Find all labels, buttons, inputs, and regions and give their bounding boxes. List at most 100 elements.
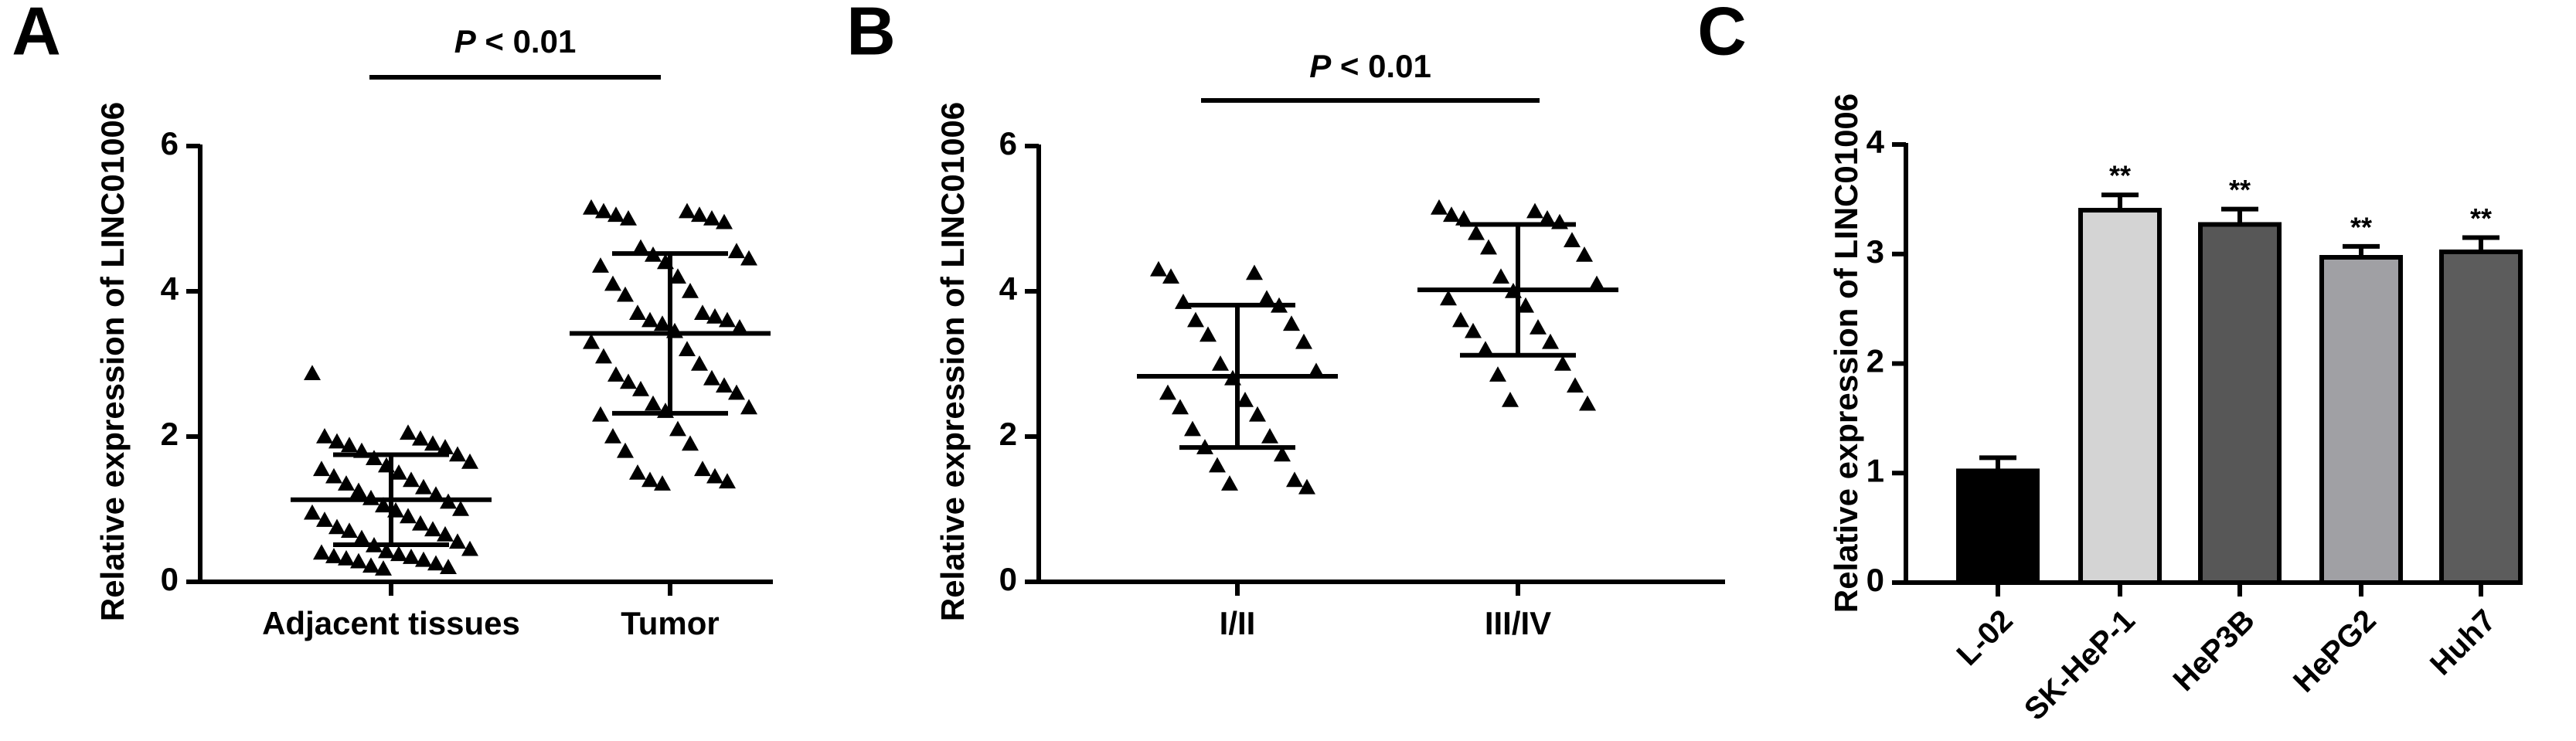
- data-point: [595, 202, 612, 219]
- data-point: [1542, 333, 1559, 349]
- data-point: [1237, 392, 1254, 407]
- bar: [2439, 249, 2523, 585]
- data-point: [691, 355, 708, 371]
- y-tick-label: 2: [999, 416, 1017, 452]
- data-point: [632, 239, 649, 255]
- data-point: [1455, 210, 1472, 226]
- data-point: [1258, 290, 1275, 306]
- data-point: [313, 544, 330, 560]
- y-tick-label: 0: [161, 561, 179, 597]
- data-point: [452, 501, 469, 516]
- data-point: [1295, 333, 1312, 349]
- data-point: [1492, 268, 1509, 284]
- data-point: [328, 518, 345, 535]
- data-point: [617, 442, 634, 458]
- annotation-text: < 0.01: [1331, 48, 1431, 84]
- data-point: [604, 428, 621, 444]
- y-tick-label: 1: [1866, 452, 1884, 488]
- x-tick-label: HePG2: [2287, 603, 2383, 699]
- data-point: [415, 478, 432, 495]
- data-point: [607, 206, 624, 223]
- data-point: [1551, 213, 1568, 229]
- data-point: [427, 555, 444, 571]
- data-point: [679, 202, 696, 219]
- data-point: [1159, 384, 1176, 400]
- data-point: [375, 560, 392, 576]
- y-tick-label: 6: [999, 125, 1017, 161]
- data-point: [629, 464, 646, 480]
- y-tick-label: 0: [999, 561, 1017, 597]
- data-point: [1567, 377, 1584, 393]
- data-point: [679, 341, 696, 356]
- data-point: [1162, 268, 1179, 284]
- data-point: [1261, 428, 1278, 444]
- data-point: [641, 471, 658, 488]
- bar: [2198, 222, 2282, 585]
- data-point: [1579, 395, 1596, 411]
- bar: [1956, 468, 2040, 585]
- data-point: [415, 551, 432, 567]
- data-point: [1200, 326, 1217, 342]
- data-point: [607, 366, 624, 382]
- data-point: [682, 283, 699, 298]
- y-tick-label: 4: [161, 270, 179, 307]
- data-point: [316, 512, 333, 527]
- data-point: [350, 552, 367, 569]
- data-point: [728, 243, 745, 259]
- annotation: P < 0.01: [1309, 48, 1431, 84]
- x-tick-label: HeP3B: [2167, 603, 2261, 698]
- annotation-italic: P: [1309, 48, 1332, 84]
- data-point: [1150, 260, 1167, 277]
- y-tick-label: 3: [1866, 233, 1884, 270]
- data-point: [316, 428, 333, 444]
- data-point: [366, 450, 383, 465]
- data-point: [1480, 239, 1497, 255]
- significance-label: **: [2470, 202, 2492, 234]
- data-point: [424, 521, 441, 537]
- y-tick-label: 4: [1866, 124, 1885, 160]
- panel-label: B: [846, 0, 896, 69]
- data-point: [1530, 319, 1547, 335]
- data-point: [592, 406, 609, 422]
- data-point: [325, 548, 342, 563]
- data-point: [350, 482, 367, 498]
- data-point: [694, 461, 711, 477]
- panel-label: A: [12, 0, 61, 69]
- data-point: [437, 439, 454, 454]
- data-point: [1440, 290, 1457, 306]
- data-point: [716, 377, 733, 393]
- panel-label: C: [1697, 0, 1747, 69]
- data-point: [338, 549, 355, 566]
- data-point: [595, 348, 612, 364]
- bar: [2319, 255, 2403, 585]
- data-point: [740, 399, 757, 415]
- data-point: [1526, 202, 1543, 219]
- data-point: [1249, 406, 1266, 422]
- data-point: [390, 546, 407, 562]
- data-point: [691, 206, 708, 223]
- data-point: [694, 304, 711, 320]
- data-point: [669, 268, 686, 284]
- data-point: [1286, 471, 1303, 488]
- data-point: [731, 319, 748, 335]
- data-point: [629, 304, 646, 320]
- y-axis-label: Relative expression of LINC01006: [1828, 93, 1864, 613]
- data-point: [1246, 264, 1263, 280]
- data-point: [461, 540, 478, 556]
- data-point: [703, 369, 720, 386]
- x-tick-label: SK-HeP-1: [2018, 603, 2142, 727]
- y-axis-label: Relative expression of LINC01006: [934, 102, 971, 621]
- data-point: [719, 311, 736, 328]
- data-point: [1452, 311, 1469, 328]
- data-point: [641, 311, 658, 328]
- data-point: [632, 380, 649, 396]
- data-point: [1502, 392, 1519, 407]
- data-point: [1431, 199, 1448, 215]
- data-point: [1576, 246, 1593, 262]
- data-point: [654, 315, 671, 331]
- data-point: [403, 549, 420, 564]
- significance-label: **: [2229, 174, 2251, 206]
- data-point: [328, 433, 345, 449]
- data-point: [1172, 399, 1189, 415]
